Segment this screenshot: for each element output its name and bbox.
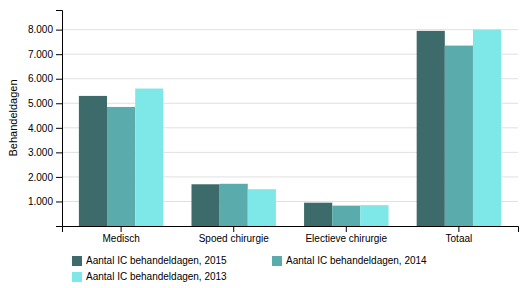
legend-label: Aantal IC behandeldagen, 2015	[86, 255, 227, 266]
tick-mark	[56, 177, 62, 178]
tick: Spoed chirurgie	[199, 226, 269, 244]
bar-series	[107, 46, 473, 226]
tick-label: 6.000	[28, 73, 53, 84]
bar	[360, 205, 388, 226]
tick-label: Spoed chirurgie	[199, 233, 269, 244]
tick-label: Electieve chirurgie	[305, 233, 387, 244]
tick: 1.000	[28, 196, 62, 207]
legend-swatch	[72, 256, 82, 266]
bar	[248, 189, 276, 226]
tick: Medisch	[102, 226, 139, 244]
tick-mark	[56, 128, 62, 129]
tick: 6.000	[28, 73, 62, 84]
tick-mark	[56, 103, 62, 104]
tick-mark	[56, 54, 62, 55]
legend-item: Aantal IC behandeldagen, 2015	[72, 255, 227, 266]
tick-mark	[56, 30, 62, 31]
tick-mark	[233, 226, 234, 232]
bar	[332, 206, 360, 226]
tick-label: Medisch	[102, 233, 139, 244]
bar	[220, 184, 248, 226]
tick-label: 4.000	[28, 123, 53, 134]
tick-label: 8.000	[28, 24, 53, 35]
bar-series	[135, 30, 501, 226]
legend-swatch	[72, 272, 82, 282]
grid-line	[62, 29, 518, 30]
legend-label: Aantal IC behandeldagen, 2013	[86, 271, 227, 282]
legend-item: Aantal IC behandeldagen, 2014	[272, 255, 427, 266]
y-axis: 1.000 2.000 3.000 4.000 5.000 6.000 7.000 8.000	[28, 11, 63, 227]
axis-line	[56, 11, 63, 227]
tick: 8.000	[28, 24, 62, 35]
bar	[191, 184, 219, 226]
tick-label: 7.000	[28, 49, 53, 60]
tick: Electieve chirurgie	[305, 226, 387, 244]
tick-label: 2.000	[28, 172, 53, 183]
axis-line	[63, 227, 519, 233]
legend-label: Aantal IC behandeldagen, 2014	[286, 255, 427, 266]
bar	[304, 203, 332, 226]
bar	[473, 30, 501, 226]
bar-series	[79, 31, 445, 226]
bars	[79, 30, 501, 226]
tick-label: Totaal	[446, 233, 473, 244]
bar	[135, 89, 163, 226]
tick-mark	[346, 226, 347, 232]
tick-mark	[458, 226, 459, 232]
chart: 1.000 2.000 3.000 4.000 5.000 6.000 7.000 8.000…	[0, 0, 530, 288]
tick-label: 3.000	[28, 147, 53, 158]
y-axis-title: Behandeldagen	[7, 79, 19, 156]
tick: 2.000	[28, 172, 62, 183]
tick: 7.000	[28, 49, 62, 60]
tick: 4.000	[28, 123, 62, 134]
tick-mark	[121, 226, 122, 232]
bar	[445, 46, 473, 226]
legend: Aantal IC behandeldagen, 2015 Aantal IC b…	[72, 255, 427, 282]
tick-mark	[56, 152, 62, 153]
tick: 5.000	[28, 98, 62, 109]
bar	[107, 107, 135, 226]
tick-mark	[56, 201, 62, 202]
tick-label: 5.000	[28, 98, 53, 109]
plot: 1.000 2.000 3.000 4.000 5.000 6.000 7.000 8.000…	[28, 11, 519, 245]
bar	[79, 96, 107, 226]
tick-mark	[56, 79, 62, 80]
x-axis: Medisch Spoed chirurgie Electieve chirurgi…	[63, 226, 519, 244]
bar	[417, 31, 445, 226]
tick: Totaal	[446, 226, 473, 244]
tick: 3.000	[28, 147, 62, 158]
legend-swatch	[272, 256, 282, 266]
tick-label: 1.000	[28, 196, 53, 207]
legend-item: Aantal IC behandeldagen, 2013	[72, 271, 227, 282]
